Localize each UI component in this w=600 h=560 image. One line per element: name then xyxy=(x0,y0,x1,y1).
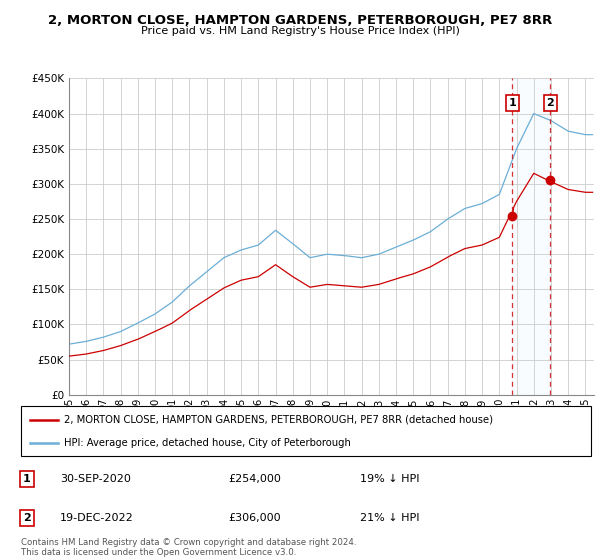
Text: 21% ↓ HPI: 21% ↓ HPI xyxy=(360,513,419,523)
Text: HPI: Average price, detached house, City of Peterborough: HPI: Average price, detached house, City… xyxy=(64,438,350,448)
FancyBboxPatch shape xyxy=(21,406,591,456)
Text: £306,000: £306,000 xyxy=(228,513,281,523)
Text: 2: 2 xyxy=(547,98,554,108)
Text: 30-SEP-2020: 30-SEP-2020 xyxy=(60,474,131,484)
Text: 2, MORTON CLOSE, HAMPTON GARDENS, PETERBOROUGH, PE7 8RR (detached house): 2, MORTON CLOSE, HAMPTON GARDENS, PETERB… xyxy=(64,414,493,424)
Text: Price paid vs. HM Land Registry's House Price Index (HPI): Price paid vs. HM Land Registry's House … xyxy=(140,26,460,36)
Text: 1: 1 xyxy=(508,98,516,108)
Text: 19-DEC-2022: 19-DEC-2022 xyxy=(60,513,134,523)
Bar xyxy=(512,78,550,395)
Text: 19% ↓ HPI: 19% ↓ HPI xyxy=(360,474,419,484)
Text: Contains HM Land Registry data © Crown copyright and database right 2024.
This d: Contains HM Land Registry data © Crown c… xyxy=(21,538,356,557)
Text: 1: 1 xyxy=(23,474,31,484)
Text: £254,000: £254,000 xyxy=(228,474,281,484)
Text: 2: 2 xyxy=(23,513,31,523)
Text: 2, MORTON CLOSE, HAMPTON GARDENS, PETERBOROUGH, PE7 8RR: 2, MORTON CLOSE, HAMPTON GARDENS, PETERB… xyxy=(48,14,552,27)
